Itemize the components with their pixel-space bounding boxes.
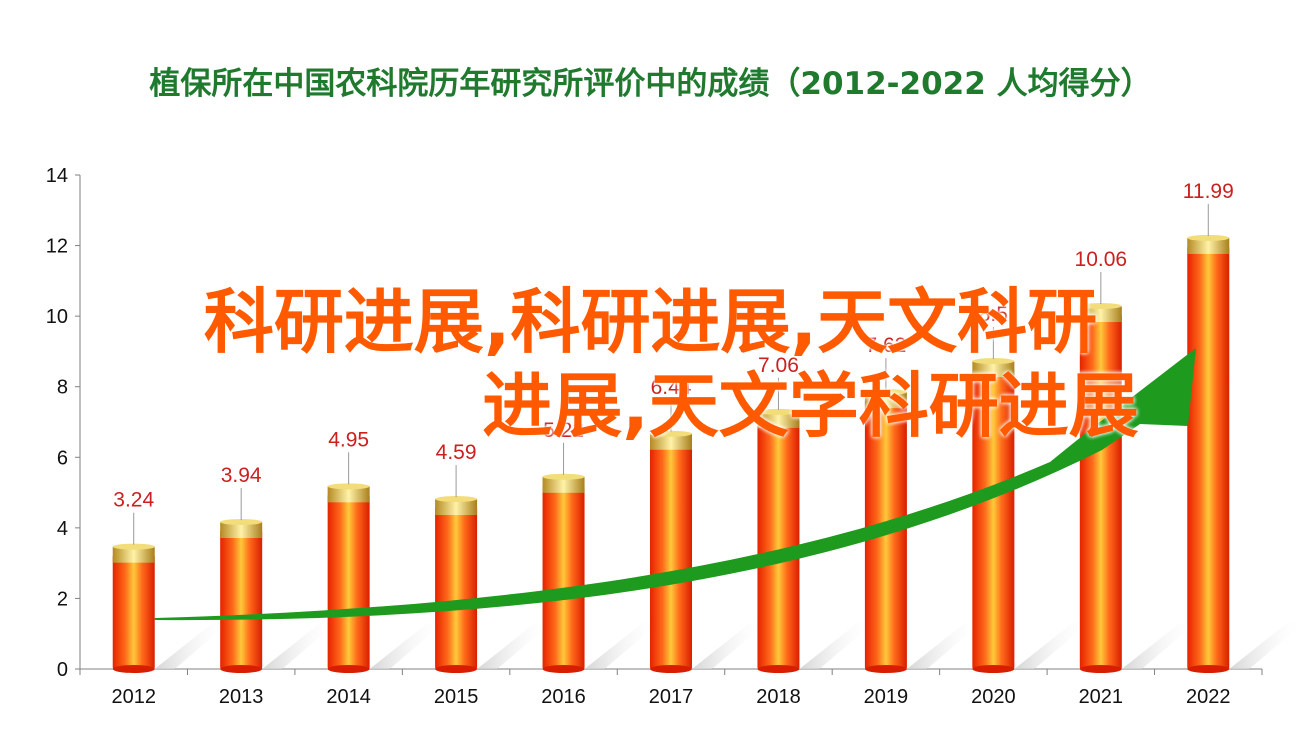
y-tick-label: 10 (46, 306, 68, 328)
bar (972, 369, 1015, 669)
bar (1079, 314, 1122, 669)
x-tick-label: 2016 (541, 686, 586, 708)
bar-cap (435, 499, 478, 516)
data-label: 4.95 (328, 428, 369, 451)
bar-base (1079, 665, 1122, 673)
x-tick-label: 2020 (971, 686, 1016, 708)
bar-shadow (584, 623, 659, 669)
bar-base (650, 665, 692, 673)
bar-cap (864, 392, 907, 409)
bar-shadow (154, 623, 229, 669)
y-tick-label: 6 (57, 447, 68, 469)
bar-cap-top (650, 430, 692, 437)
x-tick-label: 2015 (434, 686, 479, 708)
bar-cap-top (864, 389, 907, 396)
x-tick-label: 2017 (649, 686, 694, 708)
data-label: 7.62 (865, 334, 906, 357)
data-label: 11.99 (1183, 180, 1234, 203)
bar-cap-top (1079, 303, 1122, 310)
bar (112, 554, 155, 669)
bar-cap-top (220, 518, 263, 525)
bar (220, 529, 263, 669)
bar-cap-top (327, 483, 370, 490)
bar-shadow (369, 623, 444, 669)
bar-shadow (477, 623, 552, 669)
x-tick-label: 2022 (1186, 686, 1231, 708)
y-tick-label: 8 (57, 377, 68, 399)
data-label: 5.22 (543, 419, 584, 442)
y-tick-label: 2 (57, 588, 68, 610)
x-tick-label: 2019 (864, 686, 909, 708)
bar-cap (1187, 237, 1230, 254)
data-label: 4.59 (436, 441, 477, 464)
bar-base (112, 665, 155, 673)
bar-base (435, 665, 478, 673)
bar-cap-top (112, 543, 155, 550)
bar-base (864, 665, 907, 673)
x-tick-label: 2018 (756, 686, 801, 708)
bar-base (757, 665, 800, 673)
bar-base (220, 665, 263, 673)
bar-cap-top (542, 473, 585, 480)
data-label: 6.44 (651, 376, 692, 399)
data-label: 10.06 (1075, 248, 1128, 271)
bar-cap-top (757, 408, 800, 415)
data-label: 8.5 (979, 303, 1008, 326)
bar-cap (650, 433, 692, 450)
bar-shadow (262, 623, 337, 669)
bar-cap (542, 476, 585, 493)
y-tick-label: 12 (46, 236, 68, 258)
bar-cap (1079, 306, 1122, 323)
data-label: 3.24 (113, 489, 154, 512)
bar (757, 419, 800, 669)
chart-title: 植保所在中国农科院历年研究所评价中的成绩（2012-2022 人均得分） (149, 66, 1152, 102)
x-tick-label: 2012 (111, 686, 156, 708)
bar-shadow (799, 623, 874, 669)
bar-base (542, 665, 585, 673)
bar (435, 507, 478, 669)
data-label: 3.94 (221, 464, 262, 487)
bar-shadow (1229, 623, 1301, 669)
bar-cap-top (972, 358, 1015, 365)
bar-cap (220, 521, 263, 538)
x-tick-label: 2014 (326, 686, 371, 708)
bar-shadow (1014, 623, 1089, 669)
data-label: 7.06 (758, 354, 799, 377)
bar-cap-top (1187, 234, 1230, 241)
bar-shadow (906, 623, 981, 669)
bar (542, 484, 585, 669)
bar (650, 441, 692, 669)
bar-base (1187, 665, 1230, 673)
bar (327, 494, 370, 669)
bar-cap (972, 361, 1015, 378)
y-tick-label: 0 (57, 659, 68, 681)
x-tick-label: 2013 (219, 686, 264, 708)
bar-cap (112, 546, 155, 563)
bar-cap-top (435, 496, 478, 503)
y-tick-label: 14 (46, 165, 68, 187)
bar-base (972, 665, 1015, 673)
bar-shadow (692, 623, 766, 669)
bar (1187, 245, 1230, 669)
bar-cap (327, 486, 370, 503)
bar-shadow (1121, 623, 1196, 669)
x-tick-label: 2021 (1079, 686, 1124, 708)
bar-base (327, 665, 370, 673)
bar-cap (757, 411, 800, 428)
y-tick-label: 4 (57, 518, 68, 540)
